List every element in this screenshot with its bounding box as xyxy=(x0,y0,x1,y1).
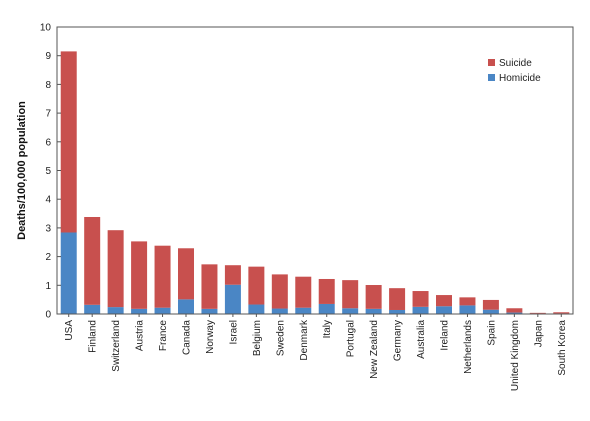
legend: Suicide Homicide xyxy=(488,58,541,84)
bar-suicide xyxy=(107,230,124,308)
bar-homicide xyxy=(295,307,312,314)
bar-suicide xyxy=(412,291,429,307)
bar-homicide xyxy=(412,306,429,314)
bar-suicide xyxy=(201,264,218,309)
y-tick-label: 1 xyxy=(45,281,51,292)
bar-homicide xyxy=(107,307,124,314)
y-tick-label: 0 xyxy=(45,310,51,321)
y-tick-label: 8 xyxy=(45,80,51,91)
y-tick-label: 4 xyxy=(45,195,51,206)
x-tick-label: USA xyxy=(64,320,75,341)
bar-homicide xyxy=(459,305,476,314)
y-tick-label: 5 xyxy=(45,166,51,177)
bar-suicide xyxy=(178,248,194,300)
bar-suicide xyxy=(154,245,171,308)
x-tick-label: Sweden xyxy=(275,320,286,356)
x-tick-label: Germany xyxy=(393,320,404,361)
bar-suicide xyxy=(318,278,335,304)
bar-suicide xyxy=(248,266,265,305)
bar-homicide xyxy=(436,306,452,314)
x-tick-label: Denmark xyxy=(299,319,310,361)
bar-suicide xyxy=(131,241,148,309)
x-tick-label: Switzerland xyxy=(111,320,122,372)
bar-suicide xyxy=(365,285,382,309)
x-tick-label: Norway xyxy=(205,320,216,354)
legend-label: Homicide xyxy=(499,73,541,84)
bars-group xyxy=(60,51,570,314)
y-tick-label: 9 xyxy=(45,51,51,62)
x-tick-label: France xyxy=(158,320,169,352)
y-tick-label: 7 xyxy=(45,109,51,120)
bar-suicide xyxy=(553,312,570,314)
bar-homicide xyxy=(248,304,265,314)
bar-suicide xyxy=(271,274,288,309)
bar-homicide xyxy=(342,308,359,314)
bar-homicide xyxy=(201,308,218,314)
bar-homicide xyxy=(318,303,335,314)
y-tick-label: 10 xyxy=(40,23,52,34)
bar-suicide xyxy=(506,308,523,313)
bar-homicide xyxy=(506,312,523,314)
x-tick-label: South Korea xyxy=(557,320,568,376)
x-tick-label: Australia xyxy=(416,320,427,359)
y-tick-label: 3 xyxy=(45,223,51,234)
y-axis: 0 1 2 3 4 5 6 7 8 9 10 xyxy=(40,23,61,321)
x-tick-label: Portugal xyxy=(346,320,357,357)
x-tick-label: Belgium xyxy=(252,320,263,356)
bar-suicide xyxy=(389,288,406,310)
bar-suicide xyxy=(295,276,312,308)
bar-homicide xyxy=(365,308,382,314)
bar-homicide xyxy=(271,308,288,314)
bar-suicide xyxy=(482,299,499,310)
x-tick-label: United Kingdom xyxy=(510,320,521,391)
x-tick-label: Netherlands xyxy=(463,320,474,374)
bar-homicide xyxy=(60,232,77,314)
x-tick-label: Italy xyxy=(322,320,333,338)
bar-homicide xyxy=(178,299,194,314)
x-tick-label: New Zealand xyxy=(369,320,380,379)
x-tick-label: Japan xyxy=(533,320,544,347)
x-tick-label: Israel xyxy=(228,320,239,344)
bar-homicide xyxy=(482,309,499,314)
x-tick-label: Austria xyxy=(135,320,146,352)
x-tick-label: Canada xyxy=(182,320,193,355)
bar-suicide xyxy=(84,216,101,305)
y-axis-label: Deaths/100,000 population xyxy=(16,101,28,240)
bar-suicide xyxy=(436,295,452,307)
bar-suicide xyxy=(342,280,359,309)
legend-swatch xyxy=(488,59,495,66)
bar-suicide xyxy=(529,312,546,314)
bar-homicide xyxy=(131,308,148,314)
y-tick-label: 6 xyxy=(45,137,51,148)
bar-suicide xyxy=(60,51,77,233)
plot-frame xyxy=(56,26,574,315)
x-tick-label: Spain xyxy=(486,320,497,346)
legend-swatch xyxy=(488,74,495,81)
bar-suicide xyxy=(224,265,241,285)
bar-suicide xyxy=(459,297,476,306)
bar-homicide xyxy=(224,284,241,314)
x-axis: USA Finland Switzerland Austria France Canada… xyxy=(64,314,568,391)
legend-label: Suicide xyxy=(499,58,532,69)
bar-homicide xyxy=(84,304,101,314)
x-tick-label: Finland xyxy=(88,320,99,353)
x-tick-label: Ireland xyxy=(440,320,451,351)
bar-homicide xyxy=(389,309,406,314)
bar-homicide xyxy=(154,307,171,314)
y-tick-label: 2 xyxy=(45,252,51,263)
